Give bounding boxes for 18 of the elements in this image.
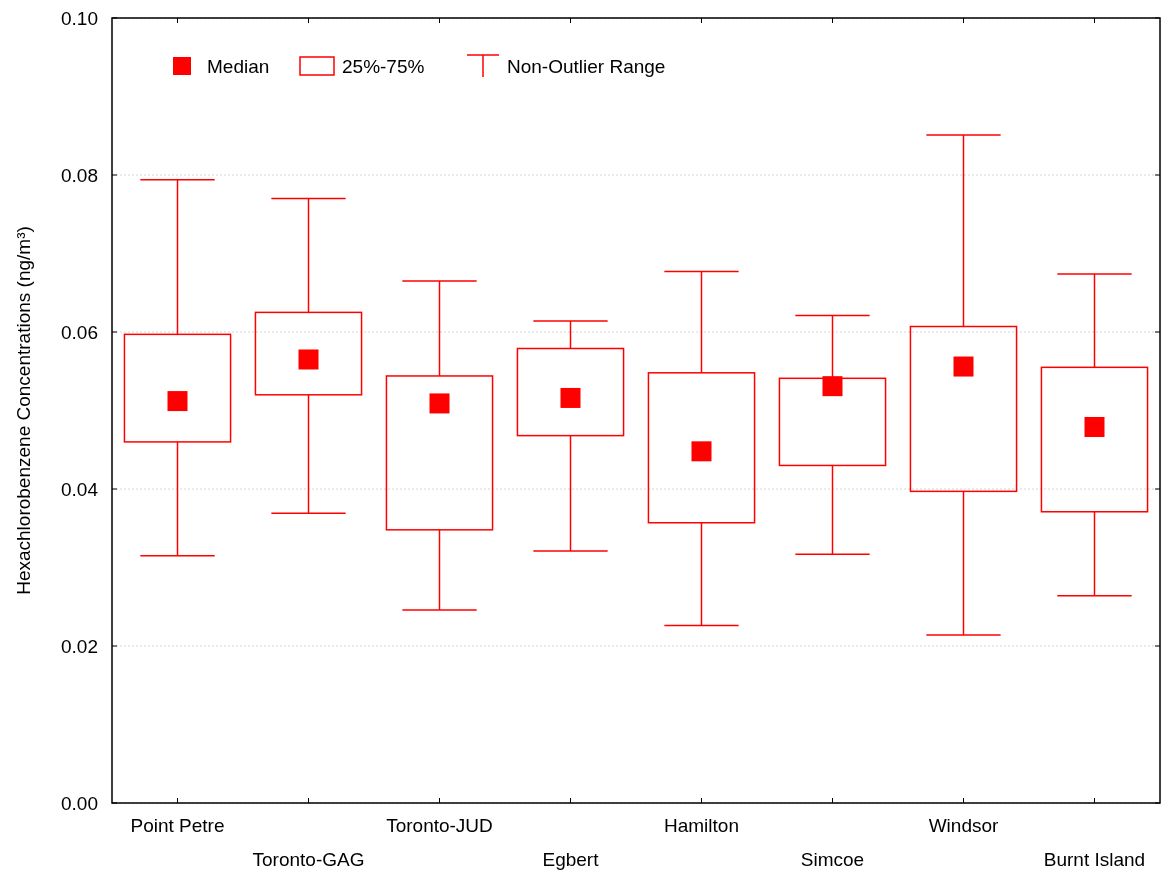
annotation: Median bbox=[207, 55, 270, 77]
y-tick-label: 0.00 bbox=[61, 792, 98, 814]
y-axis-title: Hexachlorobenzene Concentrations (ng/m³) bbox=[13, 226, 34, 595]
y-tick-label: 0.06 bbox=[61, 321, 98, 343]
y-tick-label: 0.02 bbox=[61, 635, 98, 657]
y-tick-label: 0.08 bbox=[61, 164, 98, 186]
x-tick-label: Hamilton bbox=[664, 815, 739, 836]
annotation: 25%-75% bbox=[342, 55, 425, 77]
y-tick-label: 0.10 bbox=[61, 7, 98, 29]
x-tick-label: Egbert bbox=[542, 849, 600, 870]
x-tick-label: Burnt Island bbox=[1043, 849, 1146, 870]
y-tick-label: 0.04 bbox=[61, 478, 99, 500]
x-tick-label: Toronto-GAG bbox=[252, 849, 365, 870]
x-tick-label: Windsor bbox=[928, 815, 1000, 836]
annotation: Non-Outlier Range bbox=[507, 55, 666, 77]
x-tick-label: Simcoe bbox=[800, 849, 865, 870]
x-tick-label: Point Petre bbox=[130, 815, 225, 836]
x-tick-label: Toronto-JUD bbox=[386, 815, 493, 836]
